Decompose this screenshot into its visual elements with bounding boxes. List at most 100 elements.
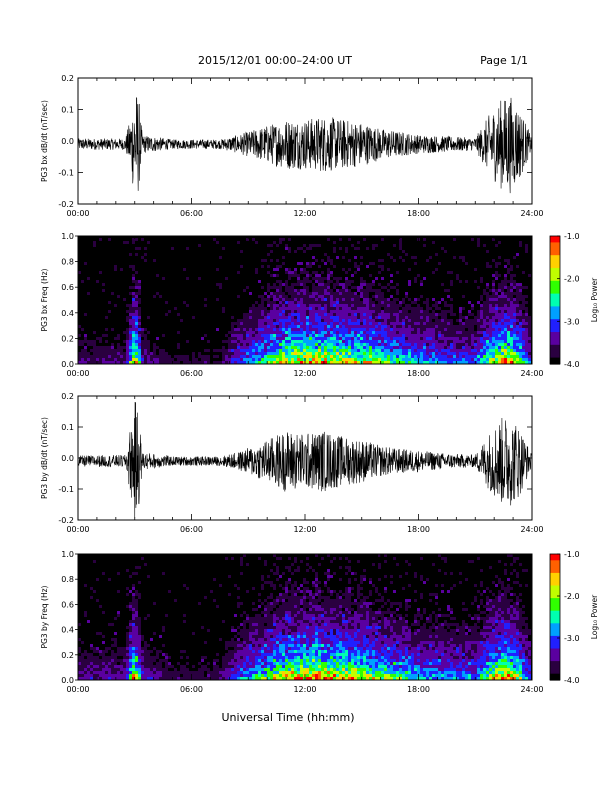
spectrogram-cell xyxy=(468,328,471,331)
spectrogram-cell xyxy=(258,614,261,617)
spectrogram-cell xyxy=(156,292,159,295)
spectrogram-cell xyxy=(408,355,411,358)
spectrogram-cell xyxy=(396,316,399,319)
spectrogram-cell xyxy=(168,590,171,593)
spectrogram-cell xyxy=(285,659,288,662)
spectrogram-cell xyxy=(261,259,264,262)
spectrogram-cell xyxy=(321,355,324,358)
spectrogram-cell xyxy=(132,274,135,277)
spectrogram-cell xyxy=(357,313,360,316)
colorbar-tick-label: -4.0 xyxy=(564,360,580,369)
spectrogram-cell xyxy=(306,307,309,310)
spectrogram-cell xyxy=(312,325,315,328)
spectrogram-cell xyxy=(270,593,273,596)
spectrogram-cell xyxy=(192,665,195,668)
spectrogram-cell xyxy=(213,238,216,241)
spectrogram-cell xyxy=(495,307,498,310)
spectrogram-cell xyxy=(303,304,306,307)
spectrogram-cell xyxy=(507,304,510,307)
spectrogram-cell xyxy=(78,623,81,626)
spectrogram-cell xyxy=(483,310,486,313)
spectrogram-cell xyxy=(474,334,477,337)
spectrogram-cell xyxy=(264,361,267,364)
spectrogram-cell xyxy=(510,355,513,358)
spectrogram-cell xyxy=(267,271,270,274)
spectrogram-cell xyxy=(336,301,339,304)
spectrogram-cell xyxy=(345,310,348,313)
spectrogram-cell xyxy=(282,283,285,286)
spectrogram-cell xyxy=(315,587,318,590)
spectrogram-cell xyxy=(297,623,300,626)
spectrogram-cell xyxy=(156,668,159,671)
spectrogram-cell xyxy=(327,656,330,659)
spectrogram-cell xyxy=(273,638,276,641)
spectrogram-cell xyxy=(522,304,525,307)
spectrogram-cell xyxy=(438,322,441,325)
spectrogram-cell xyxy=(288,620,291,623)
spectrogram-cell xyxy=(246,629,249,632)
colorbar-segment xyxy=(550,323,560,327)
spectrogram-cell xyxy=(309,674,312,677)
spectrogram-cell xyxy=(333,343,336,346)
spectrogram-cell xyxy=(405,337,408,340)
spectrogram-cell xyxy=(315,626,318,629)
spectrogram-cell xyxy=(282,596,285,599)
spectrogram-cell xyxy=(495,328,498,331)
spectrogram-cell xyxy=(276,292,279,295)
spectrogram-cell xyxy=(309,656,312,659)
spectrogram-cell xyxy=(507,352,510,355)
spectrogram-cell xyxy=(291,292,294,295)
spectrogram-cell xyxy=(327,286,330,289)
spectrogram-cell xyxy=(411,310,414,313)
spectrogram-cell xyxy=(387,298,390,301)
spectrogram-cell xyxy=(300,328,303,331)
spectrogram-cell xyxy=(267,617,270,620)
spectrogram-cell xyxy=(525,250,528,253)
spectrogram-cell xyxy=(345,349,348,352)
spectrogram-cell xyxy=(144,644,147,647)
spectrogram-cell xyxy=(312,659,315,662)
spectrogram-cell xyxy=(102,662,105,665)
spectrogram-cell xyxy=(309,647,312,650)
spectrogram-cell xyxy=(285,617,288,620)
spectrogram-cell xyxy=(348,343,351,346)
spectrogram-cell xyxy=(333,647,336,650)
spectrogram-cell xyxy=(291,301,294,304)
spectrogram-cell xyxy=(345,638,348,641)
spectrogram-cell xyxy=(291,313,294,316)
spectrogram-cell xyxy=(510,343,513,346)
spectrogram-cell xyxy=(114,641,117,644)
spectrogram-cell xyxy=(528,346,531,349)
spectrogram-cell xyxy=(384,322,387,325)
spectrogram-cell xyxy=(339,277,342,280)
spectrogram-cell xyxy=(297,671,300,674)
spectrogram-cell xyxy=(180,665,183,668)
spectrogram-cell xyxy=(333,292,336,295)
spectrogram-cell xyxy=(420,307,423,310)
spectrogram-cell xyxy=(507,337,510,340)
spectrogram-cell xyxy=(318,310,321,313)
spectrogram-cell xyxy=(237,358,240,361)
spectrogram-cell xyxy=(345,328,348,331)
spectrogram-cell xyxy=(321,623,324,626)
spectrogram-cell xyxy=(285,668,288,671)
spectrogram-cell xyxy=(105,647,108,650)
spectrogram-cell xyxy=(261,656,264,659)
spectrogram-cell xyxy=(270,653,273,656)
spectrogram-cell xyxy=(237,632,240,635)
spectrogram-cell xyxy=(267,629,270,632)
spectrogram-cell xyxy=(327,310,330,313)
spectrogram-cell xyxy=(339,289,342,292)
spectrogram-cell xyxy=(327,599,330,602)
spectrogram-cell xyxy=(327,361,330,364)
spectrogram-cell xyxy=(204,596,207,599)
spectrogram-cell xyxy=(246,668,249,671)
spectrogram-cell xyxy=(303,334,306,337)
spectrogram-cell xyxy=(141,328,144,331)
spectrogram-cell xyxy=(393,244,396,247)
spectrogram-cell xyxy=(189,671,192,674)
spectrogram-cell xyxy=(96,578,99,581)
spectrogram-cell xyxy=(291,358,294,361)
spectrogram-cell xyxy=(81,641,84,644)
spectrogram-cell xyxy=(273,602,276,605)
